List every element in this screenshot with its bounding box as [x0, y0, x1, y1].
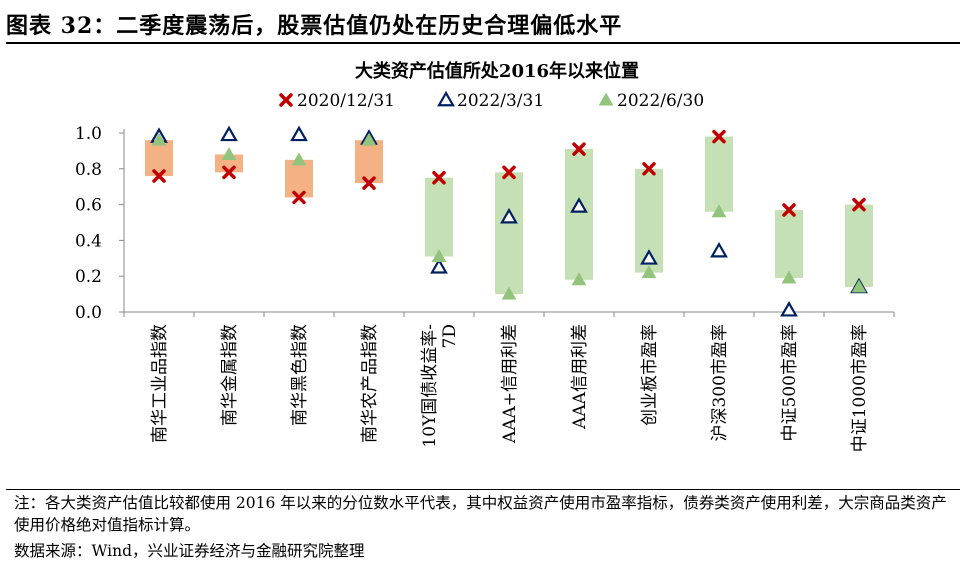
- cross-marker: [642, 162, 656, 176]
- range-bar: [495, 172, 523, 295]
- filled-triangle-marker: [431, 249, 447, 263]
- cross-stroke: [502, 165, 516, 180]
- x-tick-label: 中证500市盈率: [780, 324, 800, 441]
- filled-triangle-marker: [781, 270, 797, 284]
- cross-stroke: [292, 190, 306, 205]
- y-tick-label: 1.0: [75, 124, 102, 144]
- range-bar: [845, 204, 873, 287]
- cross-stroke: [222, 165, 236, 180]
- cross-marker: [572, 142, 586, 156]
- x-tick-label: 南华黑色指数: [290, 324, 310, 426]
- open-triangle-marker: [430, 258, 448, 274]
- cross-marker: [222, 165, 236, 180]
- range-bar: [355, 140, 383, 184]
- chart: 大类资产估值所处2016年以来位置 2020/12/31 2022/3/31 202…: [75, 60, 895, 452]
- title-rule: [6, 42, 960, 44]
- x-tick-label: 沪深300市盈率: [710, 324, 730, 441]
- cross-marker: [292, 190, 306, 205]
- open-triangle-marker: [437, 90, 455, 107]
- markers: [150, 125, 868, 317]
- range-bar: [285, 159, 313, 198]
- x-tick-label: 10Y国债收益率-: [420, 324, 440, 448]
- cross-stroke: [432, 171, 446, 185]
- range-bars: [145, 136, 873, 295]
- x-tick-label: 中证1000市盈率: [850, 324, 870, 452]
- cross-marker: [782, 203, 796, 217]
- cross-stroke: [362, 176, 376, 190]
- filled-triangle-marker: [711, 204, 727, 218]
- chart-title: 大类资产估值所处2016年以来位置: [355, 60, 639, 82]
- cross-marker: [279, 93, 293, 107]
- x-tick-label: AAA信用利差: [570, 324, 590, 430]
- x-tick-labels: 南华工业品指数 南华金属指数 南华黑色指数 南华农产品指数 10Y国债收益率- 7D AAA…: [150, 324, 870, 452]
- filled-triangle-marker: [851, 279, 867, 293]
- x-tick-label: 南华农产品指数: [360, 324, 380, 443]
- x-tick-label: 南华金属指数: [220, 324, 240, 426]
- source-note: 数据来源：Wind，兴业证券经济与金融研究院整理: [14, 542, 365, 560]
- y-tick-label: 0.8: [75, 160, 102, 180]
- filled-triangle-marker: [291, 152, 307, 166]
- x-tick-label: 南华工业品指数: [150, 324, 170, 443]
- y-tick-label: 0.2: [75, 267, 102, 287]
- x-tick-label: 创业板市盈率: [640, 324, 660, 426]
- filled-triangle-marker: [598, 92, 614, 106]
- y-tick-label: 0.0: [75, 303, 102, 323]
- cross-stroke: [712, 129, 726, 144]
- cross-marker: [432, 171, 446, 185]
- range-bar: [775, 209, 803, 278]
- filled-triangle-marker: [151, 132, 167, 146]
- x-tick-label: 7D: [440, 324, 460, 348]
- filled-triangle-marker: [361, 132, 377, 146]
- cross-stroke: [642, 162, 656, 176]
- cross-stroke: [572, 142, 586, 156]
- cross-marker: [362, 176, 376, 190]
- range-bar: [425, 177, 453, 257]
- legend-label: 2022/6/30: [617, 91, 704, 111]
- cross-marker: [712, 129, 726, 144]
- filled-triangle-marker: [221, 146, 237, 160]
- legend: 2020/12/31 2022/3/31 2022/6/30: [279, 90, 704, 111]
- cross-marker: [152, 169, 166, 183]
- filled-triangle-marker: [571, 272, 587, 286]
- open-triangle-marker: [290, 125, 308, 142]
- cross-marker: [852, 197, 866, 212]
- open-triangle-marker: [640, 249, 658, 265]
- cross-stroke: [782, 203, 796, 217]
- legend-label: 2020/12/31: [297, 91, 395, 111]
- cross-marker: [502, 165, 516, 180]
- cross-stroke: [852, 197, 866, 212]
- footnote: 注：各大类资产估值比较都使用 2016 年以来的分位数水平代表，其中权益资产使用…: [14, 494, 947, 534]
- cross-stroke: [279, 93, 293, 107]
- open-triangle-marker: [500, 207, 518, 224]
- filled-triangle-marker: [641, 265, 657, 279]
- x-tick-label: AAA+信用利差: [500, 324, 520, 444]
- range-bar: [705, 136, 733, 212]
- axes: 0.0 0.2 0.4 0.6 0.8 1.0: [75, 124, 895, 323]
- open-triangle-marker: [220, 125, 238, 142]
- open-triangle-marker: [710, 241, 728, 258]
- figure-title: 图表 32：二季度震荡后，股票估值仍处在历史合理偏低水平: [6, 13, 623, 39]
- legend-label: 2022/3/31: [457, 91, 544, 111]
- range-bar: [215, 154, 243, 173]
- y-tick-label: 0.6: [75, 196, 102, 216]
- filled-triangle-marker: [501, 286, 517, 300]
- cross-stroke: [152, 169, 166, 183]
- open-triangle-marker: [570, 197, 588, 213]
- open-triangle-marker: [780, 300, 798, 317]
- y-tick-label: 0.4: [75, 231, 102, 251]
- range-bar: [565, 149, 593, 280]
- footer-rule: [6, 489, 960, 490]
- range-bar: [145, 140, 173, 176]
